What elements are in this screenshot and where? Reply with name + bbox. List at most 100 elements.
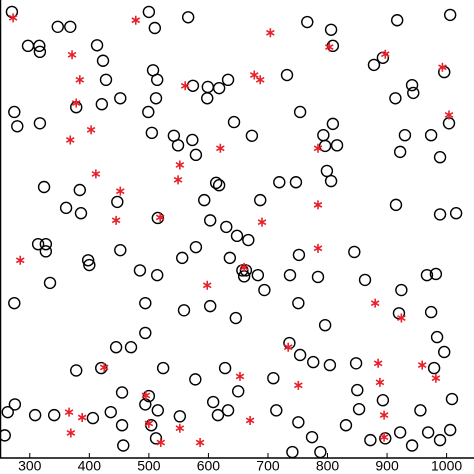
point	[21, 39, 35, 53]
point	[139, 296, 152, 310]
point	[201, 92, 214, 105]
point	[148, 21, 162, 35]
point	[90, 39, 104, 52]
point	[114, 243, 127, 257]
point	[251, 268, 265, 282]
point	[245, 129, 259, 142]
point	[317, 128, 330, 142]
point	[8, 105, 21, 119]
point	[349, 357, 363, 370]
point	[433, 208, 447, 221]
point	[206, 395, 220, 409]
point	[218, 361, 232, 375]
point	[8, 296, 21, 310]
point	[156, 438, 166, 448]
point	[151, 404, 165, 417]
point	[373, 358, 383, 368]
point	[330, 139, 344, 152]
point	[348, 245, 361, 259]
point	[267, 371, 280, 385]
point	[293, 105, 307, 119]
plot-frame	[0, 0, 474, 459]
point	[249, 70, 259, 80]
point	[104, 405, 117, 419]
point	[223, 251, 237, 265]
point	[67, 50, 77, 60]
point	[216, 143, 225, 153]
point	[115, 186, 125, 196]
point	[173, 175, 183, 185]
point	[292, 296, 305, 310]
point	[145, 126, 159, 140]
x-tick-label: 900	[375, 458, 399, 474]
point	[395, 283, 408, 297]
point	[142, 5, 156, 19]
point	[283, 268, 297, 282]
point	[364, 433, 377, 447]
x-tick-label: 300	[18, 458, 42, 474]
x-tick-label: 1000	[431, 458, 462, 474]
point	[11, 120, 24, 133]
x-tick-label: 400	[78, 458, 102, 474]
point	[151, 73, 164, 87]
point	[64, 20, 77, 34]
point	[424, 128, 438, 142]
point	[231, 385, 245, 398]
point	[230, 229, 244, 243]
point	[324, 23, 338, 36]
point	[28, 408, 42, 422]
point	[1, 405, 14, 419]
point	[438, 345, 451, 359]
point	[99, 362, 109, 372]
point	[427, 361, 441, 375]
point	[204, 299, 217, 313]
point	[431, 373, 441, 383]
point	[66, 428, 76, 438]
point	[151, 211, 165, 225]
point	[438, 62, 447, 72]
point	[280, 68, 294, 82]
point	[39, 237, 53, 251]
point	[77, 413, 87, 423]
point	[109, 341, 123, 354]
point	[139, 326, 152, 340]
point	[254, 193, 267, 207]
point	[380, 49, 390, 59]
point	[186, 79, 200, 92]
point	[212, 179, 226, 192]
point	[189, 148, 203, 162]
point	[15, 255, 25, 265]
point	[181, 11, 195, 24]
point	[314, 445, 327, 459]
point	[43, 276, 57, 290]
point	[131, 15, 141, 25]
point	[175, 160, 185, 170]
point	[293, 348, 307, 362]
point	[389, 198, 403, 212]
point	[414, 404, 427, 417]
point	[8, 398, 22, 411]
point	[171, 139, 185, 152]
point	[74, 207, 88, 220]
point	[375, 377, 385, 387]
point	[407, 86, 420, 100]
point	[204, 214, 217, 227]
point	[71, 98, 81, 108]
point	[177, 304, 191, 317]
point	[405, 439, 419, 452]
point	[266, 28, 275, 38]
point	[320, 164, 334, 178]
point	[443, 423, 457, 437]
point	[227, 115, 241, 129]
point	[33, 39, 46, 53]
point	[255, 75, 265, 85]
point	[8, 13, 18, 23]
point	[307, 355, 320, 369]
point	[239, 264, 253, 277]
point	[405, 78, 419, 92]
point	[398, 128, 412, 142]
point	[429, 267, 443, 281]
point	[257, 217, 267, 227]
point	[424, 305, 438, 319]
